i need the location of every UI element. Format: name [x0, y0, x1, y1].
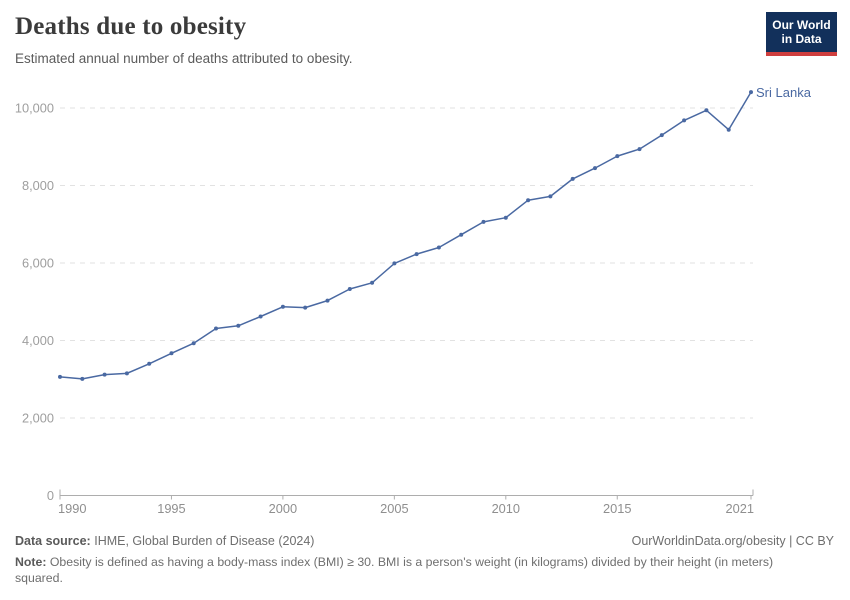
data-source: Data source: IHME, Global Burden of Dise…	[15, 533, 314, 550]
note-label: Note:	[15, 555, 47, 569]
svg-text:6,000: 6,000	[22, 256, 54, 271]
data-source-value: IHME, Global Burden of Disease (2024)	[94, 534, 315, 548]
chart-footer: Data source: IHME, Global Burden of Dise…	[15, 533, 834, 586]
axes: 0 2,000 4,000 6,000 8,000 10,000 1990 1995 2000 2…	[15, 101, 754, 517]
svg-text:8,000: 8,000	[22, 178, 54, 193]
credit-link[interactable]: OurWorldinData.org/obesity | CC BY	[631, 534, 834, 548]
svg-text:2010: 2010	[492, 501, 520, 516]
svg-text:0: 0	[47, 488, 54, 503]
gridlines	[60, 107, 753, 419]
svg-text:2015: 2015	[603, 501, 631, 516]
chart-subtitle: Estimated annual number of deaths attrib…	[15, 51, 353, 66]
svg-text:2005: 2005	[380, 501, 408, 516]
svg-text:4,000: 4,000	[22, 333, 54, 348]
data-source-label: Data source:	[15, 534, 91, 548]
data-series	[58, 90, 753, 381]
owid-logo-line2: in Data	[781, 32, 822, 46]
chart-note: Note: Obesity is defined as having a bod…	[15, 554, 815, 586]
series-end-label: Sri Lanka	[756, 85, 812, 100]
owid-logo-line1: Our World	[772, 18, 831, 32]
page-title: Deaths due to obesity	[15, 13, 247, 40]
note-value: Obesity is defined as having a body-mass…	[15, 555, 774, 585]
owid-logo[interactable]: Our World in Data	[766, 12, 837, 56]
svg-text:2000: 2000	[269, 501, 297, 516]
svg-text:2021: 2021	[726, 501, 754, 516]
svg-text:10,000: 10,000	[15, 101, 54, 116]
svg-text:2,000: 2,000	[22, 411, 54, 426]
svg-text:1990: 1990	[58, 501, 86, 516]
svg-text:1995: 1995	[157, 501, 185, 516]
